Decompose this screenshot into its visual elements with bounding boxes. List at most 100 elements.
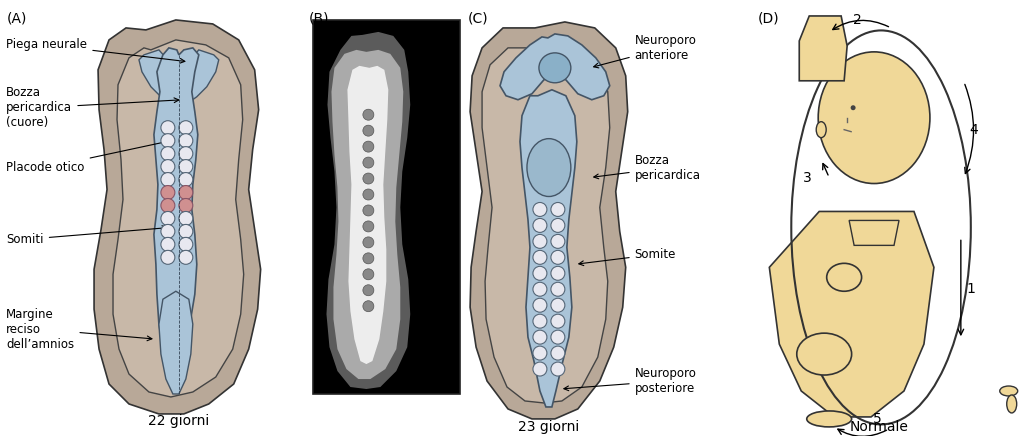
Polygon shape [482, 42, 610, 403]
Circle shape [161, 160, 175, 174]
Ellipse shape [807, 411, 852, 427]
Polygon shape [770, 211, 934, 417]
Circle shape [362, 173, 374, 184]
Text: 1: 1 [967, 282, 976, 296]
Ellipse shape [816, 122, 826, 138]
Text: 22 giorni: 22 giorni [148, 414, 209, 428]
Circle shape [533, 266, 547, 280]
Text: Neuroporo
anteriore: Neuroporo anteriore [593, 34, 696, 68]
Polygon shape [470, 22, 628, 419]
Circle shape [533, 314, 547, 328]
Text: Placode otico: Placode otico [6, 139, 172, 174]
Polygon shape [327, 32, 410, 389]
Circle shape [161, 121, 175, 135]
Text: (C): (C) [468, 12, 489, 26]
Text: 3: 3 [803, 170, 812, 184]
Polygon shape [332, 50, 403, 379]
Circle shape [551, 218, 565, 232]
Text: (B): (B) [308, 12, 329, 26]
Polygon shape [187, 50, 218, 102]
Circle shape [362, 237, 374, 248]
Circle shape [551, 330, 565, 344]
Circle shape [533, 282, 547, 296]
Circle shape [161, 134, 175, 148]
Circle shape [362, 285, 374, 296]
Ellipse shape [827, 263, 862, 291]
Circle shape [533, 235, 547, 249]
Circle shape [161, 198, 175, 212]
Circle shape [161, 186, 175, 200]
Circle shape [362, 253, 374, 264]
Text: Somite: Somite [579, 248, 676, 266]
Circle shape [551, 235, 565, 249]
Circle shape [551, 346, 565, 360]
Polygon shape [113, 40, 244, 397]
Circle shape [551, 314, 565, 328]
Text: (D): (D) [758, 12, 779, 26]
Circle shape [161, 173, 175, 187]
Ellipse shape [539, 53, 571, 83]
Text: 23 giorni: 23 giorni [519, 420, 580, 434]
Circle shape [161, 237, 175, 252]
Circle shape [362, 221, 374, 232]
Text: Somiti: Somiti [6, 226, 166, 246]
Text: 5: 5 [873, 412, 881, 426]
Text: 2: 2 [853, 13, 862, 27]
Circle shape [179, 250, 193, 264]
Polygon shape [347, 66, 388, 364]
Circle shape [362, 269, 374, 280]
Circle shape [179, 146, 193, 160]
Polygon shape [799, 16, 847, 81]
Polygon shape [139, 50, 171, 102]
Circle shape [161, 250, 175, 264]
Circle shape [179, 186, 193, 200]
Circle shape [551, 282, 565, 296]
Circle shape [362, 125, 374, 136]
Circle shape [551, 362, 565, 376]
Ellipse shape [1000, 386, 1018, 396]
Circle shape [533, 218, 547, 232]
Circle shape [362, 157, 374, 168]
Circle shape [362, 109, 374, 120]
Circle shape [533, 202, 547, 216]
Ellipse shape [1007, 395, 1017, 413]
Circle shape [850, 105, 856, 110]
Polygon shape [520, 90, 577, 407]
Polygon shape [849, 221, 900, 245]
Circle shape [533, 298, 547, 312]
Circle shape [179, 237, 193, 252]
Circle shape [362, 189, 374, 200]
Circle shape [551, 266, 565, 280]
Circle shape [362, 301, 374, 312]
Text: Bozza
pericardica
(cuore): Bozza pericardica (cuore) [6, 86, 179, 129]
Circle shape [179, 134, 193, 148]
Circle shape [533, 362, 547, 376]
Ellipse shape [818, 52, 930, 184]
Circle shape [161, 146, 175, 160]
Circle shape [179, 160, 193, 174]
Circle shape [161, 211, 175, 225]
Circle shape [179, 211, 193, 225]
Circle shape [551, 298, 565, 312]
Circle shape [533, 250, 547, 264]
Ellipse shape [796, 333, 852, 375]
Text: Margine
reciso
dell’amnios: Margine reciso dell’amnios [6, 308, 152, 351]
Polygon shape [500, 34, 610, 100]
Text: 4: 4 [969, 123, 977, 136]
Circle shape [179, 121, 193, 135]
Text: Bozza
pericardica: Bozza pericardica [594, 153, 700, 181]
Polygon shape [159, 291, 193, 394]
Text: Piega neurale: Piega neurale [6, 38, 185, 63]
Circle shape [179, 198, 193, 212]
Polygon shape [154, 48, 199, 384]
Ellipse shape [527, 139, 571, 197]
Circle shape [551, 202, 565, 216]
Circle shape [179, 225, 193, 238]
Circle shape [362, 205, 374, 216]
Text: Neuroporo
posteriore: Neuroporo posteriore [564, 367, 696, 395]
Circle shape [161, 225, 175, 238]
Circle shape [179, 173, 193, 187]
Bar [312, 20, 460, 394]
Text: Normale: Normale [849, 420, 909, 434]
Text: (A): (A) [6, 12, 27, 26]
